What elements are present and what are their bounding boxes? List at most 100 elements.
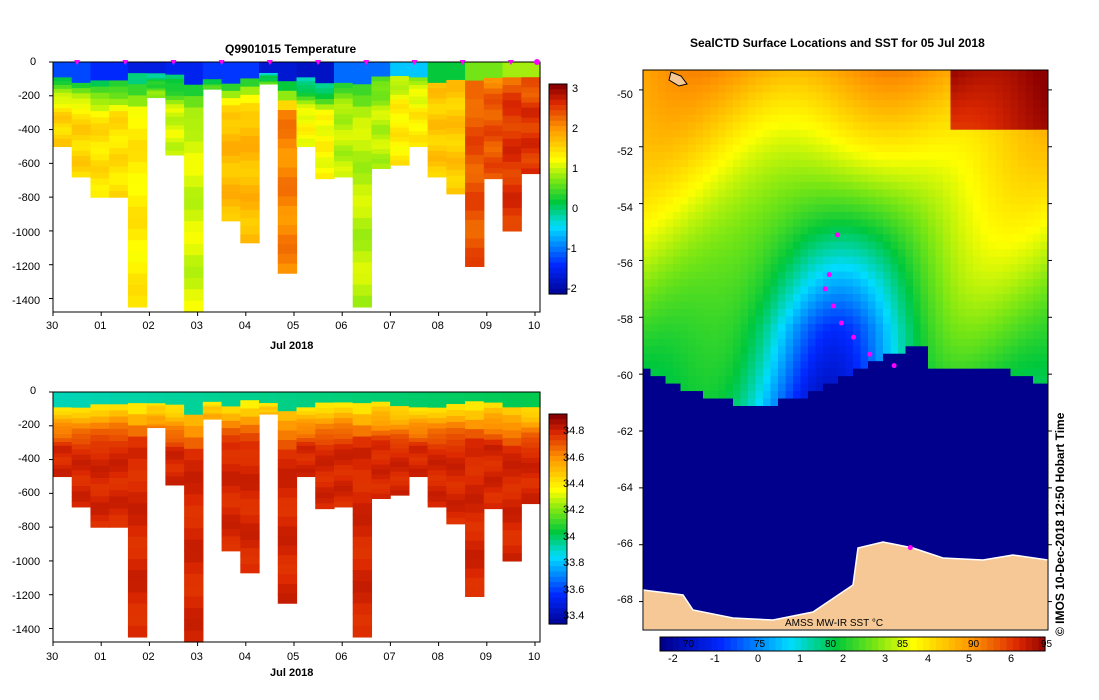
sst-cell <box>928 189 936 198</box>
sst-cell <box>1003 211 1011 220</box>
sst-cell <box>665 286 674 295</box>
sst-cell <box>695 241 704 250</box>
sst-cell <box>943 286 951 295</box>
sal-section-cell <box>390 480 410 487</box>
sst-cell <box>725 532 734 541</box>
temp-section-cell <box>221 126 241 135</box>
sst-cell <box>823 413 831 422</box>
sst-cell <box>658 428 666 437</box>
sst-cell <box>950 114 959 123</box>
sst-cell <box>890 84 899 93</box>
sst-cell <box>920 279 929 288</box>
sst-cell <box>965 450 974 459</box>
sst-cell <box>943 159 951 168</box>
sst-cell <box>860 77 869 86</box>
sst-cell <box>980 189 989 198</box>
temp-section-cell <box>221 163 241 171</box>
sst-cell <box>890 480 899 489</box>
sst-cell <box>770 488 779 497</box>
sst-cell <box>913 540 921 549</box>
sst-cell <box>823 174 831 183</box>
sst-cell <box>785 241 794 250</box>
sst-cell <box>943 196 951 205</box>
sst-cell <box>1025 249 1034 258</box>
sst-cell <box>770 226 779 235</box>
sst-cell <box>943 316 951 325</box>
sst-cell <box>868 346 876 355</box>
sst-cell <box>778 428 786 437</box>
sst-cell <box>898 518 906 526</box>
sst-cell <box>740 294 749 302</box>
temp-section-cell <box>333 166 354 173</box>
temp-section-cell <box>465 229 485 240</box>
temp-section-cell <box>371 110 391 116</box>
sst-cell <box>890 435 899 444</box>
sst-cell <box>680 383 689 392</box>
sst-cell <box>1033 196 1041 205</box>
sst-cell <box>860 406 869 414</box>
sal-section-cell <box>521 447 541 454</box>
temp-section-cell <box>53 88 73 94</box>
sst-cell <box>913 226 921 235</box>
sst-cell <box>1033 323 1041 332</box>
sst-cell <box>950 70 959 78</box>
sst-cell <box>1018 488 1026 497</box>
temp-section-cell <box>352 173 373 186</box>
sst-cell <box>980 294 989 302</box>
sst-cell <box>1033 503 1041 512</box>
sst-cell <box>695 77 704 86</box>
sst-cell <box>965 428 974 437</box>
sst-cell <box>920 264 929 273</box>
sst-cell <box>755 465 764 474</box>
sst-cell <box>1003 465 1011 474</box>
sst-cell <box>860 114 869 123</box>
sal-section-cell <box>333 438 354 445</box>
sst-cell <box>733 316 741 325</box>
sst-cell <box>1018 338 1026 347</box>
sst-cell <box>935 182 944 190</box>
sst-cell <box>703 488 711 497</box>
sal-section-cell <box>465 577 485 588</box>
sst-cell <box>808 249 816 258</box>
sst-cell <box>845 480 854 489</box>
temp-section-cell <box>202 84 223 86</box>
sst-cell <box>965 249 974 258</box>
sst-cell <box>920 211 929 220</box>
sst-cell <box>928 249 936 258</box>
sst-cell <box>770 532 779 541</box>
sst-cell <box>883 391 891 400</box>
sst-cell <box>748 182 756 190</box>
sst-cell <box>793 562 801 571</box>
sal-colorbar-segment <box>549 555 567 562</box>
sst-cell <box>920 77 929 86</box>
surfacing-marker <box>459 60 466 65</box>
temp-section-cell <box>296 127 316 132</box>
sal-section-cell <box>465 401 485 412</box>
sst-cell <box>868 241 876 250</box>
sst-cell <box>965 211 974 220</box>
sst-cell <box>988 323 996 332</box>
sst-cell <box>830 204 839 213</box>
sal-section-cell <box>352 503 373 516</box>
sst-cell <box>793 211 801 220</box>
temp-section-cell <box>502 192 522 201</box>
sst-cell <box>853 353 861 362</box>
sal-section-cell <box>240 465 260 475</box>
sst-cell <box>943 338 951 347</box>
sal-section-cell <box>90 441 110 448</box>
sst-cell <box>740 547 749 556</box>
sal-section-cell <box>296 430 316 435</box>
sst-cell <box>793 129 801 138</box>
sst-cell <box>658 122 666 131</box>
sst-cell <box>965 346 974 355</box>
sst-cell <box>838 495 846 504</box>
sal-section-cell <box>408 407 429 412</box>
sal-section-cell <box>90 428 110 436</box>
sst-cell <box>658 182 666 190</box>
sst-cell <box>950 144 959 153</box>
sal-section-cell <box>109 484 129 491</box>
temp-section-cell <box>408 108 429 113</box>
sst-cell <box>860 420 869 429</box>
temp-section-cell <box>202 63 223 66</box>
sst-cell <box>793 555 801 564</box>
